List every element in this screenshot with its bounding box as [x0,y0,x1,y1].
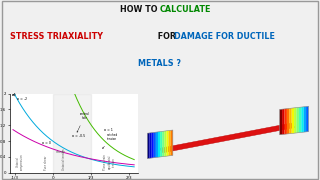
Text: Uniaxial
compression: Uniaxial compression [15,153,24,170]
Polygon shape [164,131,166,156]
Polygon shape [169,130,171,156]
Polygon shape [289,108,292,134]
Text: notched
tension: notched tension [103,133,117,148]
Text: HOW TO: HOW TO [120,5,160,14]
Text: α = -0.5: α = -0.5 [72,134,85,138]
Text: Plane strain
equibiaxial
tension: Plane strain equibiaxial tension [103,154,116,170]
Polygon shape [149,133,152,158]
Polygon shape [159,123,295,153]
Polygon shape [282,109,284,134]
Text: METALS ?: METALS ? [139,59,181,68]
Text: CALCULATE: CALCULATE [160,5,212,14]
Text: central
hole: central hole [77,112,90,132]
Polygon shape [156,132,158,158]
Polygon shape [148,133,149,159]
Text: α = 1: α = 1 [104,128,113,132]
Text: shear: shear [56,150,66,154]
Polygon shape [152,132,154,158]
Text: FOR: FOR [155,32,179,41]
Polygon shape [294,108,297,133]
Text: a): a) [12,93,17,97]
Text: DAMAGE FOR DUCTILE: DAMAGE FOR DUCTILE [174,32,275,41]
Polygon shape [287,108,289,134]
Polygon shape [171,130,173,156]
Text: Uniaxial tension: Uniaxial tension [62,148,66,170]
Polygon shape [158,132,160,157]
Polygon shape [162,131,164,157]
Text: Pure shear: Pure shear [44,155,48,170]
Polygon shape [306,106,308,132]
Polygon shape [166,130,169,156]
Text: α = -2: α = -2 [17,96,27,101]
Polygon shape [292,108,294,133]
Text: α = 0: α = 0 [42,141,51,145]
Polygon shape [284,109,287,134]
Polygon shape [154,132,156,158]
Text: STRESS TRIAXIALITY: STRESS TRIAXIALITY [10,32,103,41]
Bar [53,94,91,173]
Polygon shape [160,131,162,157]
Polygon shape [301,107,304,132]
Polygon shape [299,107,301,133]
Polygon shape [280,109,282,135]
Polygon shape [297,107,299,133]
Polygon shape [304,107,306,132]
